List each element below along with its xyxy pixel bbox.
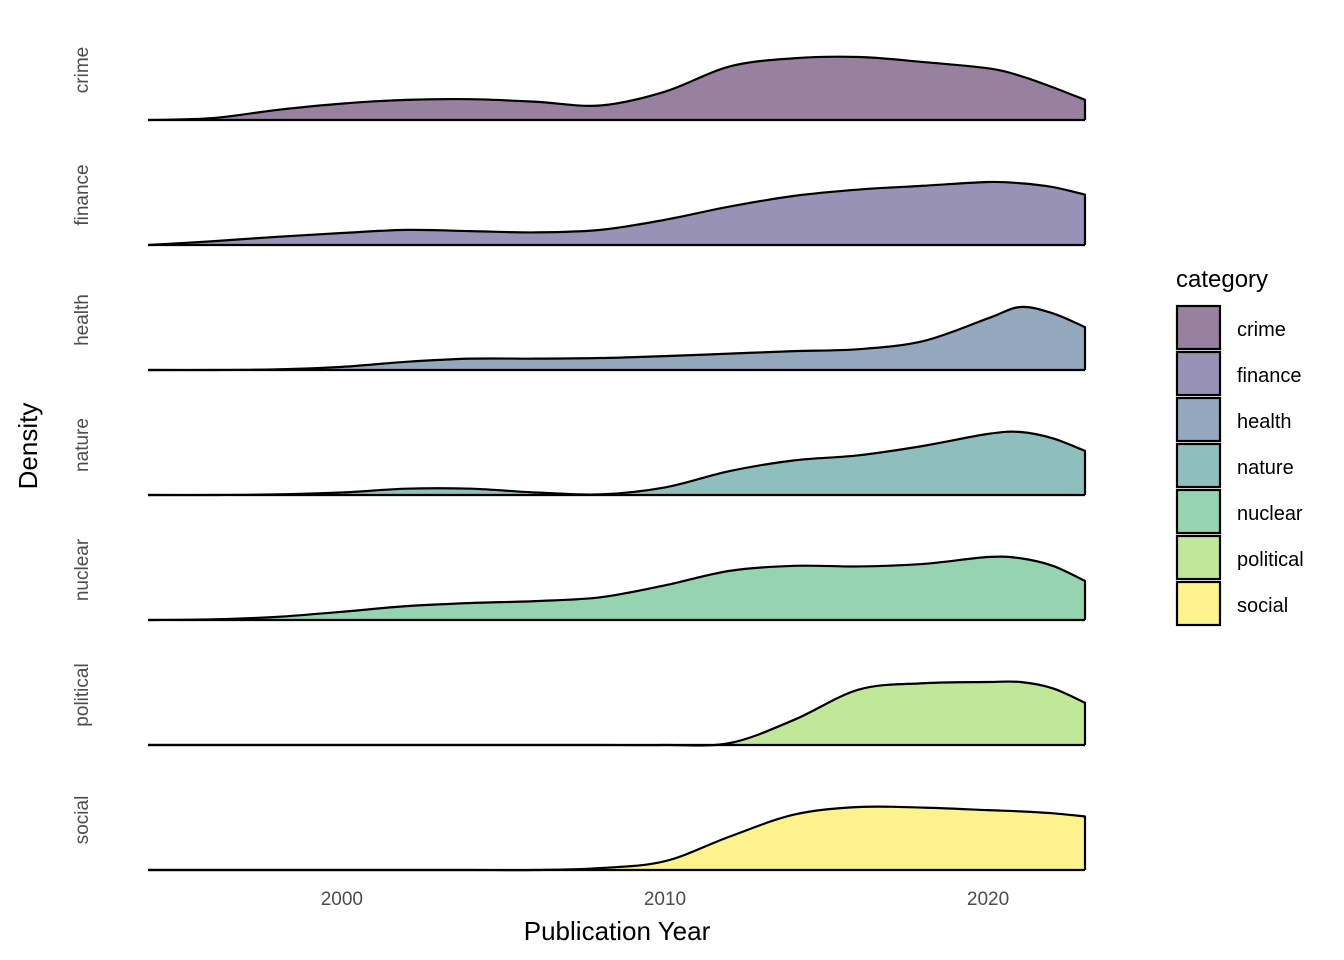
y-axis-title: Density: [13, 403, 43, 490]
x-tick-2020: 2020: [967, 889, 1009, 910]
category-label-nuclear: nuclear: [72, 538, 93, 601]
ridge-area-social: [148, 806, 1085, 871]
x-tick-2000: 2000: [321, 889, 363, 910]
legend-label-health: health: [1237, 411, 1292, 433]
category-labels: crime finance health nature nuclear political…: [72, 47, 93, 845]
ridges-layer: [147, 55, 1087, 872]
ridge-political: [148, 680, 1087, 747]
ridge-line-crime: [147, 55, 1087, 122]
ridge-line-finance: [147, 180, 1087, 247]
legend-label-finance: finance: [1237, 365, 1302, 387]
legend-label-political: political: [1237, 549, 1304, 571]
legend: category crime finance health nature nuclear…: [1175, 266, 1304, 627]
ridge-line-nature: [147, 430, 1087, 497]
ridge-social: [148, 805, 1087, 872]
legend-label-nuclear: nuclear: [1237, 503, 1303, 525]
legend-title: category: [1176, 266, 1268, 293]
legend-key-social: [1175, 580, 1222, 627]
ridge-area-health: [148, 306, 1085, 371]
ridge-area-crime: [148, 56, 1085, 120]
ridge-finance: [147, 180, 1087, 247]
category-label-finance: finance: [72, 164, 93, 225]
ridge-line-social: [148, 805, 1087, 872]
legend-label-crime: crime: [1237, 319, 1286, 341]
ridge-line-political: [148, 680, 1087, 747]
legend-key-health: [1175, 396, 1222, 443]
ridge-area-nuclear: [148, 556, 1085, 620]
ridge-area-finance: [148, 181, 1085, 245]
x-axis-title: Publication Year: [524, 916, 711, 946]
legend-key-nuclear: [1175, 488, 1222, 535]
category-label-political: political: [72, 663, 93, 726]
legend-key-finance: [1175, 350, 1222, 397]
category-label-nature: nature: [72, 418, 93, 472]
category-label-social: social: [72, 796, 93, 845]
legend-key-crime: [1175, 304, 1222, 351]
category-label-health: health: [72, 294, 93, 346]
ridge-nature: [147, 430, 1087, 497]
ridge-area-political: [148, 681, 1085, 746]
legend-key-nature: [1175, 442, 1222, 489]
legend-key-political: [1175, 534, 1222, 581]
x-axis-ticks: 2000 2010 2020: [321, 889, 1009, 910]
ridge-nuclear: [147, 555, 1087, 622]
ridge-health: [147, 305, 1087, 372]
ridge-area-nature: [148, 431, 1085, 496]
ridge-line-nuclear: [147, 555, 1087, 622]
category-label-crime: crime: [72, 47, 93, 93]
legend-label-social: social: [1237, 595, 1288, 617]
ridge-crime: [147, 55, 1087, 122]
x-tick-2010: 2010: [644, 889, 686, 910]
ridge-line-health: [147, 305, 1087, 372]
legend-label-nature: nature: [1237, 457, 1294, 479]
